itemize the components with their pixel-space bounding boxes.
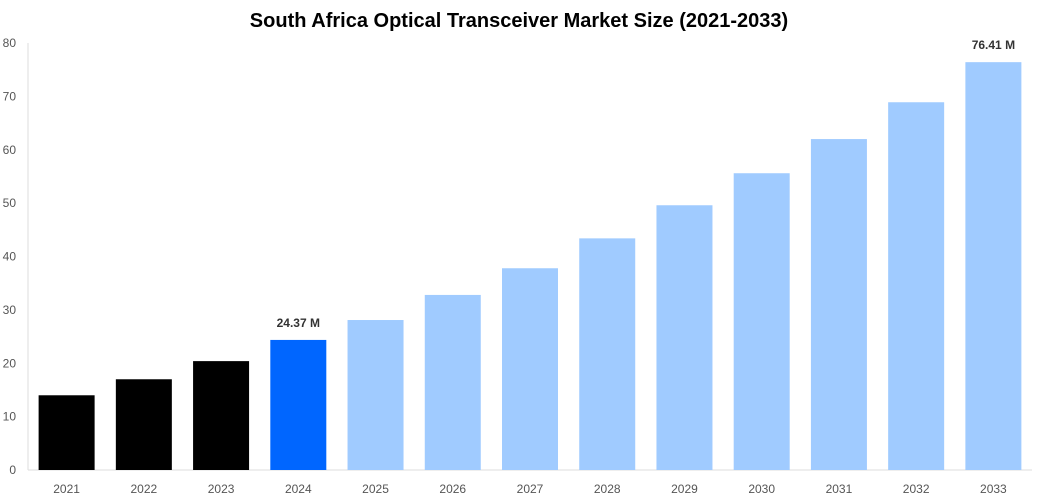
x-tick-label: 2027 (517, 482, 544, 496)
bar-2021 (38, 395, 95, 470)
x-tick-label: 2029 (671, 482, 698, 496)
x-tick-label: 2032 (903, 482, 930, 496)
y-tick-label: 40 (3, 250, 17, 264)
y-tick-label: 0 (9, 463, 16, 477)
data-label: 76.41 M (972, 38, 1015, 52)
x-tick-label: 2031 (826, 482, 853, 496)
x-tick-label: 2024 (285, 482, 312, 496)
y-tick-label: 30 (3, 303, 17, 317)
x-tick-label: 2021 (53, 482, 80, 496)
bar-2022 (115, 379, 172, 470)
y-tick-label: 60 (3, 143, 17, 157)
y-tick-label: 50 (3, 196, 17, 210)
x-tick-label: 2030 (748, 482, 775, 496)
bar-2024 (270, 339, 327, 470)
y-tick-label: 20 (3, 356, 17, 370)
bar-2032 (888, 102, 945, 470)
x-tick-label: 2022 (130, 482, 157, 496)
chart-title: South Africa Optical Transceiver Market … (250, 10, 788, 32)
bar-2029 (656, 205, 713, 470)
x-tick-label: 2028 (594, 482, 621, 496)
y-tick-label: 10 (3, 410, 17, 424)
bar-2030 (733, 173, 790, 471)
x-tick-label: 2023 (208, 482, 235, 496)
bar-2027 (502, 268, 558, 470)
bar-2033 (965, 62, 1022, 471)
y-tick-label: 80 (3, 36, 17, 50)
x-tick-label: 2026 (439, 482, 466, 496)
bar-2028 (579, 238, 636, 470)
bar-2031 (810, 139, 867, 470)
bar-2026 (424, 294, 481, 470)
data-label: 24.37 M (277, 316, 320, 330)
x-tick-label: 2033 (980, 482, 1007, 496)
bar-2023 (193, 361, 250, 470)
y-tick-label: 70 (3, 89, 17, 103)
bar-2025 (347, 320, 404, 470)
x-tick-label: 2025 (362, 482, 389, 496)
